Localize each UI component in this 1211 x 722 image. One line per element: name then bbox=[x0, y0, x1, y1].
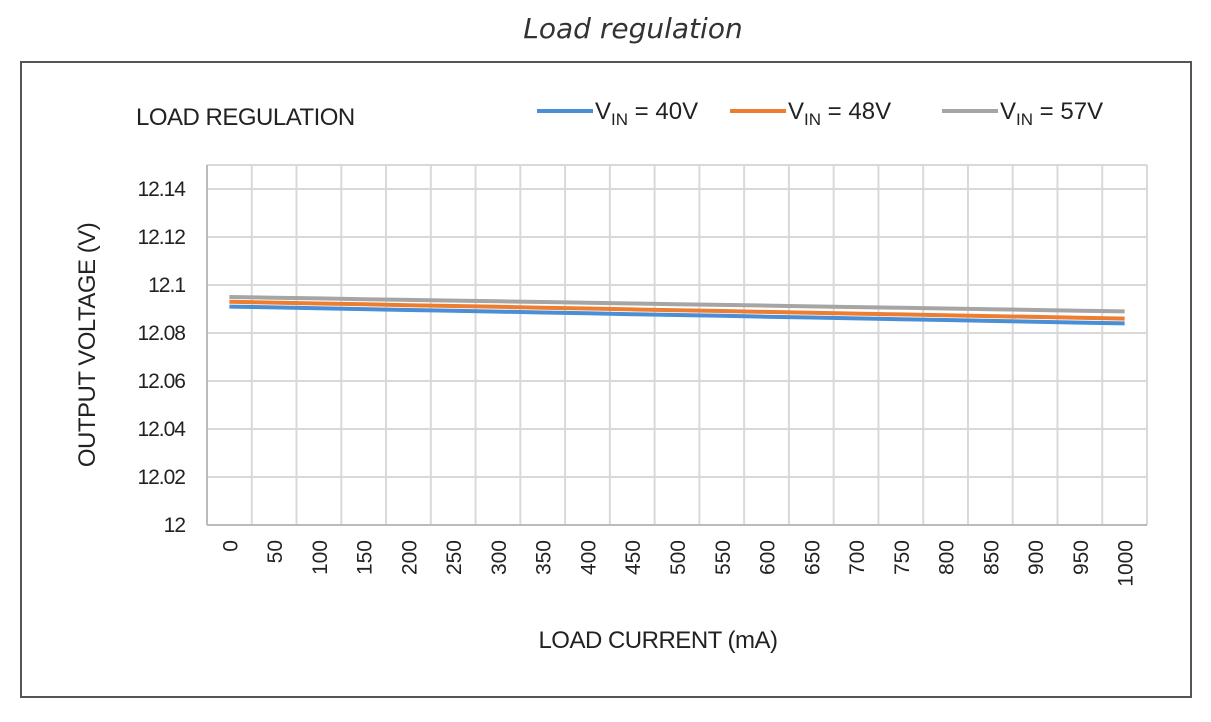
chart-frame bbox=[20, 61, 1192, 698]
legend-label: VIN = 57V bbox=[1000, 98, 1103, 129]
y-tick-label: 12 bbox=[164, 514, 186, 537]
legend-label: VIN = 40V bbox=[595, 98, 698, 129]
legend-label: VIN = 48V bbox=[788, 98, 891, 129]
x-tick-label: 50 bbox=[264, 540, 287, 563]
y-tick-label: 12.06 bbox=[137, 370, 185, 393]
y-tick-label: 12.1 bbox=[148, 274, 185, 297]
x-tick-label: 550 bbox=[712, 540, 735, 575]
x-tick-label: 200 bbox=[398, 540, 421, 575]
x-tick-label: 600 bbox=[757, 540, 780, 575]
x-tick-label: 1000 bbox=[1115, 540, 1138, 587]
x-tick-label: 100 bbox=[309, 540, 332, 575]
series-line bbox=[229, 295, 1125, 314]
series-line bbox=[229, 304, 1125, 326]
y-tick-label: 12.12 bbox=[137, 226, 185, 249]
x-tick-label: 0 bbox=[219, 540, 242, 552]
x-axis-title: LOAD CURRENT (mA) bbox=[538, 627, 777, 654]
x-tick-label: 850 bbox=[980, 540, 1003, 575]
x-tick-label: 700 bbox=[846, 540, 869, 575]
chart-title: LOAD REGULATION bbox=[136, 104, 355, 131]
x-tick-label: 900 bbox=[1025, 540, 1048, 575]
series-line bbox=[229, 299, 1125, 321]
x-tick-label: 950 bbox=[1070, 540, 1093, 575]
y-tick-label: 12.08 bbox=[137, 322, 185, 345]
x-tick-label: 800 bbox=[936, 540, 959, 575]
x-tick-label: 150 bbox=[354, 540, 377, 575]
y-axis-title: OUTPUT VOLTAGE (V) bbox=[74, 223, 101, 467]
x-tick-label: 350 bbox=[533, 540, 556, 575]
chart-caption: Load regulation bbox=[523, 12, 743, 45]
x-tick-label: 400 bbox=[577, 540, 600, 575]
x-tick-label: 500 bbox=[667, 540, 690, 575]
x-tick-label: 300 bbox=[488, 540, 511, 575]
x-tick-label: 450 bbox=[622, 540, 645, 575]
x-tick-label: 250 bbox=[443, 540, 466, 575]
y-tick-label: 12.04 bbox=[137, 418, 186, 441]
x-tick-label: 650 bbox=[801, 540, 824, 575]
y-tick-label: 12.02 bbox=[137, 466, 185, 489]
x-tick-label: 750 bbox=[891, 540, 914, 575]
y-tick-label: 12.14 bbox=[137, 178, 186, 201]
